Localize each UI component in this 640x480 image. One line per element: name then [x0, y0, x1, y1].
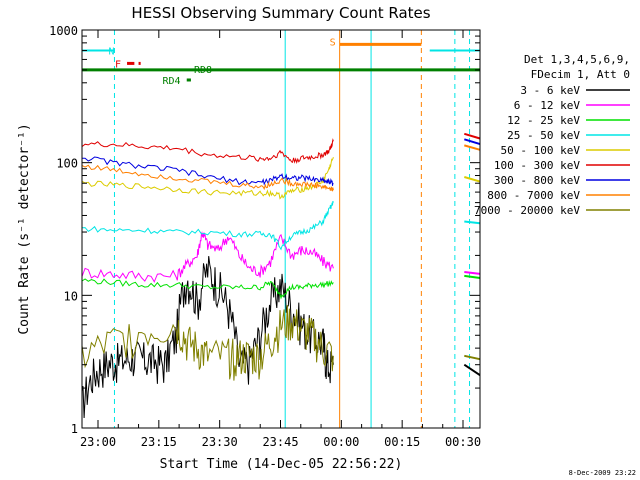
series-line-3 — [81, 278, 334, 300]
x-tick-label-0: 23:00 — [80, 435, 116, 449]
x-tick-label-5: 00:15 — [384, 435, 420, 449]
series-line-1 — [81, 256, 334, 419]
y-tick-label-0: 1 — [71, 422, 78, 436]
legend-label-2: 6 - 12 keV — [514, 99, 581, 112]
series-line-4 — [81, 200, 334, 251]
series-segment2-9 — [464, 354, 481, 361]
series-segment2-3 — [464, 274, 481, 279]
series-line-8 — [81, 164, 334, 192]
x-tick-label-3: 23:45 — [262, 435, 298, 449]
legend-label-1: 3 - 6 keV — [520, 84, 580, 97]
legend-label-8: 800 - 7000 keV — [487, 189, 580, 202]
series-segment2-4 — [464, 220, 481, 225]
legend-label-7: 300 - 800 keV — [494, 174, 580, 187]
series-segment2-7 — [464, 138, 481, 146]
legend-label-5: 50 - 100 keV — [501, 144, 581, 157]
legend-label-6: 100 - 300 keV — [494, 159, 580, 172]
chart-title: HESSI Observing Summary Count Rates — [131, 4, 430, 22]
series-line-2 — [81, 231, 334, 283]
legend-header-line-1: Det 1,3,4,5,6,9, — [524, 53, 630, 66]
x-axis-label: Start Time (14-Dec-05 22:56:22) — [160, 457, 403, 472]
flag-label-s: S — [330, 37, 336, 48]
legend: Det 1,3,4,5,6,9, FDecim 1, Att 0 3 - 6 k… — [474, 53, 630, 217]
series-line-5 — [81, 157, 334, 200]
x-axis-ticks: 23:00 23:15 23:30 23:45 00:00 00:15 00:30 — [80, 30, 481, 449]
series-segment2-5 — [464, 176, 481, 183]
y-tick-label-2: 100 — [56, 157, 78, 171]
series-segment2-1 — [463, 363, 481, 377]
flag-label-rd4: RD4 — [162, 76, 180, 87]
flag-label-rd8: RD8 — [194, 65, 212, 76]
y-axis-label: Count Rate (s⁻¹ detector⁻¹) — [17, 123, 32, 334]
legend-label-9: 7000 - 20000 keV — [474, 204, 580, 217]
x-tick-label-2: 23:30 — [202, 435, 238, 449]
y-tick-label-3: 1000 — [49, 24, 78, 38]
legend-label-3: 12 - 25 keV — [507, 114, 580, 127]
x-tick-label-4: 00:00 — [323, 435, 359, 449]
series-line-9 — [81, 304, 334, 381]
series-segment2-2 — [464, 271, 481, 275]
series-segment2-6 — [464, 132, 481, 140]
x-tick-label-1: 23:15 — [141, 435, 177, 449]
timestamp: 8-Dec-2009 23:22 — [569, 469, 636, 477]
y-axis-ticks: 1 10 100 1000 — [49, 24, 480, 436]
x-tick-label-6: 00:30 — [445, 435, 481, 449]
legend-header-line-2: FDecim 1, Att 0 — [531, 68, 630, 81]
flag-label-n: N — [108, 47, 114, 58]
series-segment2-8 — [464, 144, 481, 151]
flag-label-f: F — [115, 59, 121, 70]
series-line-7 — [82, 156, 334, 186]
plot-area: NF RD8 RD4 S — [81, 30, 481, 428]
legend-label-4: 25 - 50 keV — [507, 129, 580, 142]
y-tick-label-1: 10 — [64, 289, 78, 303]
series-line-6 — [81, 138, 334, 165]
